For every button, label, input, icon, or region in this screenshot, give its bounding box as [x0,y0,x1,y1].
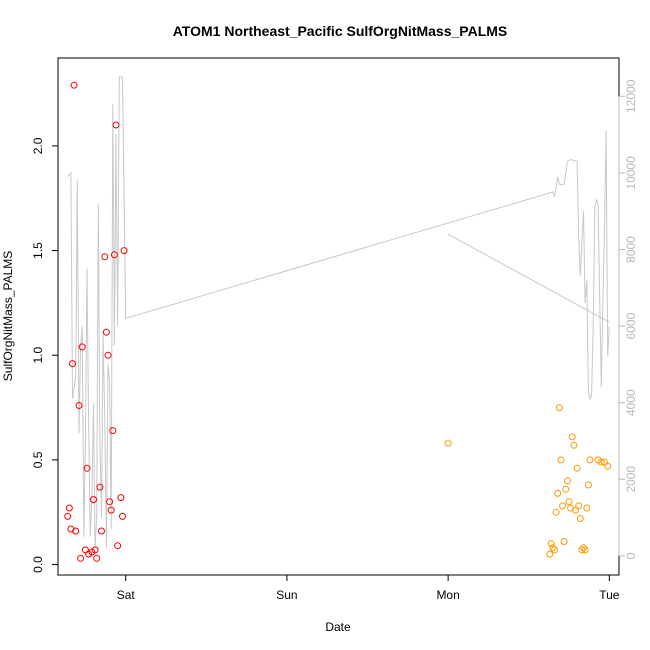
data-point-series-1 [117,494,125,502]
data-point-series-2 [578,546,586,554]
y2-tick-label: 0 [624,552,638,559]
chart-title: ATOM1 Northeast_Pacific SulfOrgNitMass_P… [173,23,508,39]
data-point-series-1 [91,546,99,554]
data-point-series-2 [559,502,567,510]
data-point-series-2 [546,550,554,558]
data-point-series-1 [65,504,73,512]
altitude-line-2 [447,233,610,323]
data-point-series-2 [572,506,579,514]
data-point-series-1 [104,351,112,359]
data-point-series-2 [444,439,452,447]
data-point-series-2 [575,502,583,510]
data-point-series-2 [604,462,612,470]
data-point-series-1 [64,512,72,520]
plot-frame [57,57,620,576]
x-axis-title: Date [325,620,351,634]
data-point-series-2 [573,464,581,472]
x-tick-label: Tue [599,588,620,602]
data-point-series-2 [580,544,587,552]
data-point-series-1 [77,554,85,562]
y2-tick-label: 8000 [624,236,638,263]
data-point-series-2 [565,498,573,506]
data-point-series-1 [107,506,115,514]
y-axis: 0.0 0.5 1.0 1.5 2.0 [31,137,59,573]
y-axis-title: SulfOrgNitMass_PALMS [1,251,15,381]
y-tick-label: 2.0 [31,137,45,154]
data-point-series-2 [576,515,584,522]
data-point-series-2 [549,544,557,552]
data-point-series-1 [101,253,109,261]
altitude-lines [67,76,610,549]
y2-axis: 0 2000 4000 6000 8000 10000 12000 [618,79,638,559]
data-point-series-1 [114,542,122,550]
x-tick-label: Sun [276,588,297,602]
data-point-series-1 [81,546,89,554]
data-point-series-1 [90,496,97,504]
data-point-series-2 [584,481,592,489]
data-point-series-2 [597,458,605,466]
data-point-series-2 [583,504,591,512]
y2-tick-label: 2000 [624,466,638,493]
y-tick-label: 1.5 [31,242,45,259]
data-point-series-2 [547,540,555,548]
y-tick-label: 1.0 [31,347,45,364]
y2-tick-label: 10000 [624,156,638,190]
y2-tick-label: 6000 [624,312,638,339]
data-point-series-2 [554,489,562,497]
data-point-series-1 [83,464,91,472]
data-point-series-1 [98,527,105,535]
data-point-series-2 [552,508,560,516]
x-tick-label: Mon [436,588,459,602]
data-point-series-1 [69,360,76,368]
data-point-series-1 [93,554,101,562]
data-point-series-1 [70,81,78,89]
data-point-series-1 [120,247,128,255]
data-point-series-1 [72,527,80,535]
data-point-series-2 [568,433,576,441]
data-point-series-2 [560,538,568,545]
x-tick-label: Sat [117,588,136,602]
data-point-series-2 [555,404,563,412]
y2-tick-label: 4000 [624,389,638,416]
data-points [64,81,612,562]
altitude-line [67,76,610,549]
data-point-series-2 [581,546,589,554]
data-point-series-1 [75,402,83,409]
data-point-series-2 [557,456,565,464]
y-tick-label: 0.5 [31,451,45,468]
y2-tick-label: 12000 [624,79,638,113]
data-point-series-1 [112,121,120,129]
data-point-series-2 [562,485,570,493]
data-point-series-1 [110,251,118,259]
x-axis: Sat Sun Mon Tue [117,574,620,602]
data-point-series-1 [119,512,126,520]
y-tick-label: 0.0 [31,556,45,573]
data-point-series-2 [563,477,571,485]
data-point-series-1 [109,427,117,435]
data-point-series-2 [551,546,558,554]
data-point-series-1 [96,483,104,491]
data-point-series-2 [570,441,578,449]
data-point-series-1 [78,343,86,351]
data-point-series-1 [106,498,114,506]
data-point-series-1 [102,328,110,336]
data-point-series-2 [586,456,594,464]
